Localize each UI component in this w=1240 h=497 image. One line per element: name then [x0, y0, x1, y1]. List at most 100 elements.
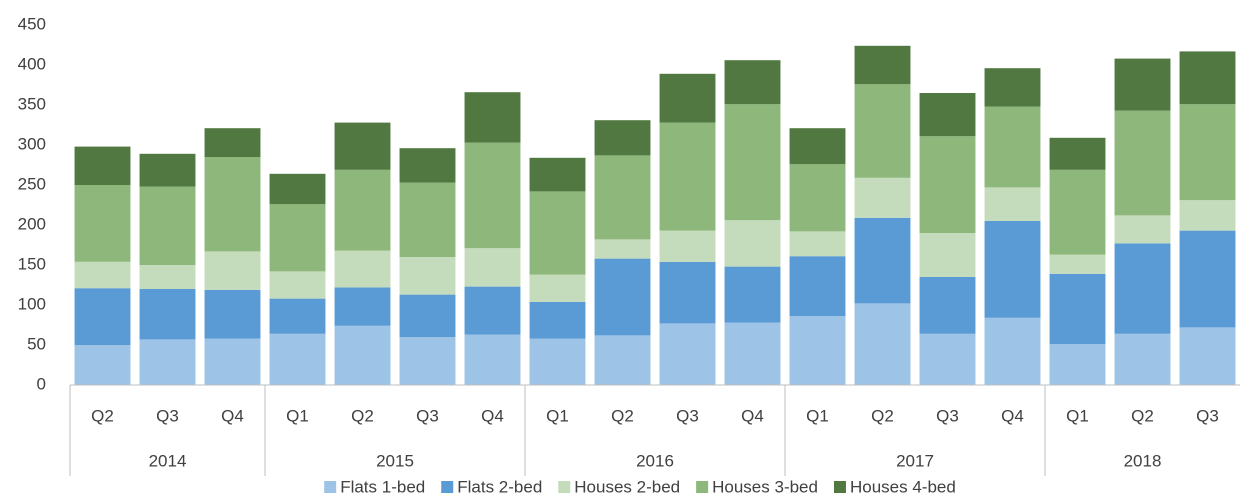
bar-segment: [724, 266, 781, 323]
bar-segment: [984, 187, 1041, 221]
bar-segment: [594, 120, 651, 156]
legend-swatch: [441, 481, 454, 493]
legend-label: Houses 4-bed: [850, 477, 956, 496]
bar-segment: [984, 317, 1041, 385]
bar-segment: [1179, 200, 1236, 231]
bar-segment: [269, 271, 326, 299]
y-tick-label: 400: [18, 54, 46, 73]
bar-segment: [529, 191, 586, 275]
bar-segment: [919, 277, 976, 334]
year-label: 2017: [896, 451, 934, 470]
legend-swatch: [324, 481, 337, 493]
bar-segment: [594, 258, 651, 336]
bar-segment: [464, 248, 521, 287]
bar-segment: [464, 286, 521, 335]
bar-segment: [529, 157, 586, 192]
year-label: 2016: [636, 451, 674, 470]
bar-segment: [399, 182, 456, 257]
bar-segment: [269, 298, 326, 334]
bar-segment: [1179, 104, 1236, 201]
bar-segment: [659, 73, 716, 123]
bar-segment: [269, 173, 326, 205]
bar-segment: [919, 233, 976, 277]
y-tick-label: 0: [37, 374, 46, 393]
bar-segment: [1049, 344, 1106, 385]
bar-segment: [594, 335, 651, 385]
x-tick-label: Q2: [91, 406, 114, 425]
bar-segment: [789, 128, 846, 165]
x-tick-label: Q3: [1196, 406, 1219, 425]
bar-segment: [464, 92, 521, 143]
bar-segment: [399, 148, 456, 183]
bar-segment: [334, 169, 391, 251]
bar-segment: [139, 339, 196, 385]
bar-segment: [1114, 58, 1171, 111]
x-tick-label: Q3: [156, 406, 179, 425]
bar-segment: [269, 333, 326, 385]
legend-label: Houses 3-bed: [712, 477, 818, 496]
bar-segment: [724, 220, 781, 267]
legend-swatch: [833, 481, 846, 493]
bar-segment: [594, 239, 651, 259]
bar-segment: [334, 122, 391, 170]
legend-label: Flats 1-bed: [340, 477, 425, 496]
bar-segment: [854, 45, 911, 85]
bar-segment: [919, 136, 976, 233]
bar-segment: [204, 251, 261, 290]
x-tick-label: Q1: [286, 406, 309, 425]
bar-segment: [724, 60, 781, 105]
bar-segment: [724, 322, 781, 385]
legend-label: Houses 2-bed: [574, 477, 680, 496]
x-tick-label: Q1: [1066, 406, 1089, 425]
bar-segment: [204, 157, 261, 252]
bar-segment: [724, 104, 781, 221]
legend-swatch: [558, 481, 571, 493]
x-tick-label: Q4: [221, 406, 244, 425]
bar-segment: [464, 142, 521, 249]
bar-segment: [984, 68, 1041, 107]
bar-segment: [789, 316, 846, 385]
y-tick-label: 200: [18, 214, 46, 233]
bar-segment: [789, 256, 846, 317]
bar-segment: [789, 231, 846, 257]
bar-segment: [334, 250, 391, 288]
year-label: 2014: [149, 451, 187, 470]
bar-segment: [464, 334, 521, 385]
bar-segment: [659, 122, 716, 231]
bar-segment: [1049, 254, 1106, 274]
bar-segment: [1114, 215, 1171, 244]
legend-label: Flats 2-bed: [457, 477, 542, 496]
bar-segment: [204, 289, 261, 339]
y-tick-label: 150: [18, 254, 46, 273]
bar-segment: [74, 146, 131, 185]
bar-segment: [984, 221, 1041, 318]
bar-segment: [139, 153, 196, 187]
x-tick-label: Q4: [1001, 406, 1024, 425]
bar-segment: [1049, 273, 1106, 345]
bar-segment: [594, 155, 651, 240]
bar-segment: [1179, 230, 1236, 328]
bar-segment: [984, 106, 1041, 188]
bar-segment: [399, 257, 456, 295]
bar-segment: [789, 164, 846, 232]
x-tick-label: Q4: [481, 406, 504, 425]
bar-segment: [854, 303, 911, 385]
bar-segment: [74, 261, 131, 289]
year-label: 2015: [376, 451, 414, 470]
bar-segment: [529, 274, 586, 302]
bar-segment: [1179, 51, 1236, 105]
bar-segment: [919, 333, 976, 385]
bar-segment: [269, 204, 326, 272]
bar-segment: [74, 185, 131, 262]
bar-segment: [139, 186, 196, 265]
bar-segment: [854, 177, 911, 218]
bar-segment: [334, 325, 391, 385]
y-tick-label: 450: [18, 14, 46, 33]
x-tick-label: Q3: [676, 406, 699, 425]
x-tick-label: Q2: [351, 406, 374, 425]
y-tick-label: 300: [18, 134, 46, 153]
bar-segment: [1049, 169, 1106, 255]
x-tick-label: Q2: [871, 406, 894, 425]
bar-segment: [659, 323, 716, 385]
bar-segment: [919, 93, 976, 137]
